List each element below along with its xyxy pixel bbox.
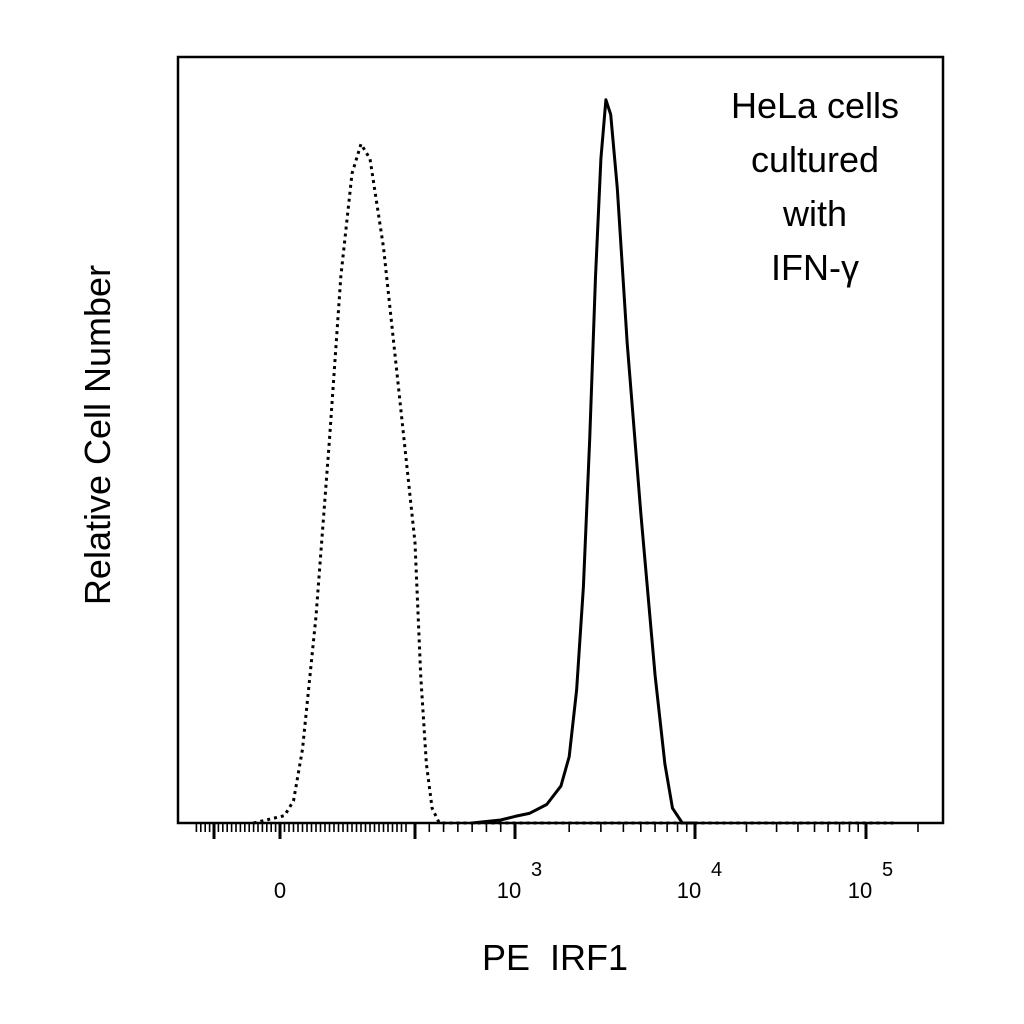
- x-tick-label-exponent: 3: [531, 859, 542, 881]
- annotation-line-3: with: [782, 193, 847, 234]
- x-tick-label-exponent: 4: [711, 859, 722, 881]
- series-line-dotted: [253, 142, 897, 825]
- annotation-line-1: HeLa cells: [731, 85, 899, 126]
- x-axis-label: PE IRF1: [482, 937, 628, 978]
- x-tick-label-exponent: 5: [882, 859, 893, 881]
- x-tick-label: 0: [274, 878, 286, 903]
- x-tick-label: 10: [677, 878, 701, 903]
- annotation-line-2: cultured: [751, 139, 879, 180]
- x-axis-major-ticks: [212, 823, 868, 839]
- annotation-line-4: IFN-γ: [771, 247, 859, 288]
- x-tick-label: 10: [497, 878, 521, 903]
- y-axis-label: Relative Cell Number: [77, 265, 118, 605]
- series-line-solid: [471, 98, 695, 825]
- annotation: HeLa cells cultured with IFN-γ: [731, 85, 899, 288]
- series-layer: [253, 98, 897, 825]
- plot-frame: [176, 55, 945, 825]
- x-tick-labels: 0 10 3 10 4 10 5: [274, 859, 893, 903]
- x-axis-minor-ticks: [195, 823, 919, 832]
- x-tick-label: 10: [848, 878, 872, 903]
